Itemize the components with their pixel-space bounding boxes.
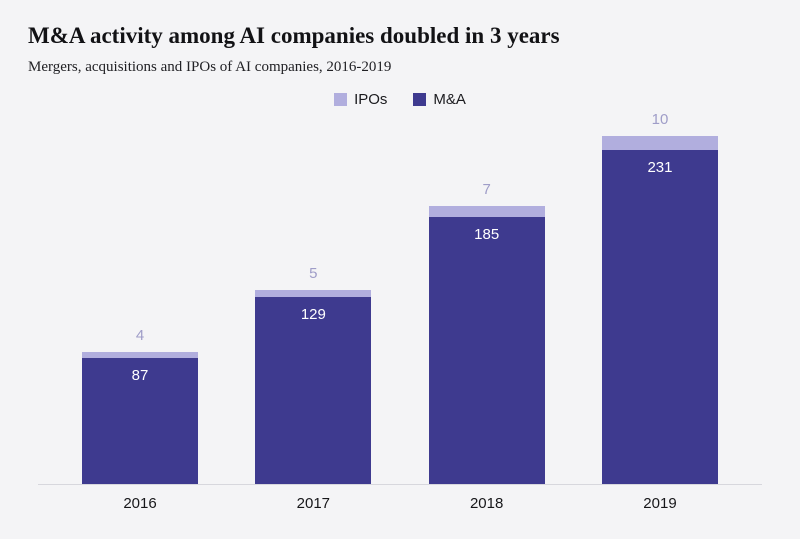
ipo-segment (601, 135, 718, 150)
legend-label: M&A (433, 91, 466, 109)
x-axis-label-2019: 2019 (643, 494, 677, 512)
mna-value-label: 129 (300, 306, 326, 324)
x-axis-label-2016: 2016 (123, 494, 157, 512)
ipo-value-label: 7 (482, 181, 491, 199)
ipo-value-label: 4 (135, 327, 145, 345)
stacked-bar-chart: 4 87 5 129 7 185 10 231 2016 2017 2018 2019 (38, 109, 762, 512)
legend: IPOs M&A (28, 91, 772, 109)
mna-value-label: 231 (647, 159, 673, 176)
mna-value-label: 185 (474, 225, 500, 243)
mna-segment: 87 (82, 358, 198, 484)
mna-segment: 231 (601, 150, 718, 484)
chart-subtitle: Mergers, acquisitions and IPOs of AI com… (28, 58, 392, 75)
legend-swatch-icon (413, 93, 427, 107)
bar-2016: 4 87 (82, 326, 198, 484)
legend-item-ipos: IPOs (334, 91, 387, 108)
legend-label: IPOs (354, 91, 388, 109)
ipo-segment (428, 206, 545, 217)
plot-area: 4 87 5 129 7 185 10 231 (38, 109, 762, 485)
bar-2019: 10 231 (601, 110, 718, 484)
ipo-segment (255, 290, 372, 298)
ipo-segment (82, 352, 198, 358)
mna-segment: 185 (428, 216, 545, 484)
bar-2017: 5 129 (255, 264, 372, 484)
legend-swatch-icon (334, 93, 348, 107)
legend-item-ma: M&A (413, 91, 466, 108)
ipo-value-label: 5 (309, 265, 318, 283)
chart-title: M&A activity among AI companies doubled … (28, 23, 560, 48)
x-axis-label-2018: 2018 (469, 494, 504, 512)
mna-value-label: 87 (131, 367, 149, 384)
ipo-value-label: 10 (651, 110, 669, 128)
x-axis-label-2017: 2017 (296, 494, 331, 512)
bar-2018: 7 185 (428, 180, 545, 484)
x-axis: 2016 2017 2018 2019 (38, 485, 762, 512)
mna-segment: 129 (255, 297, 372, 484)
